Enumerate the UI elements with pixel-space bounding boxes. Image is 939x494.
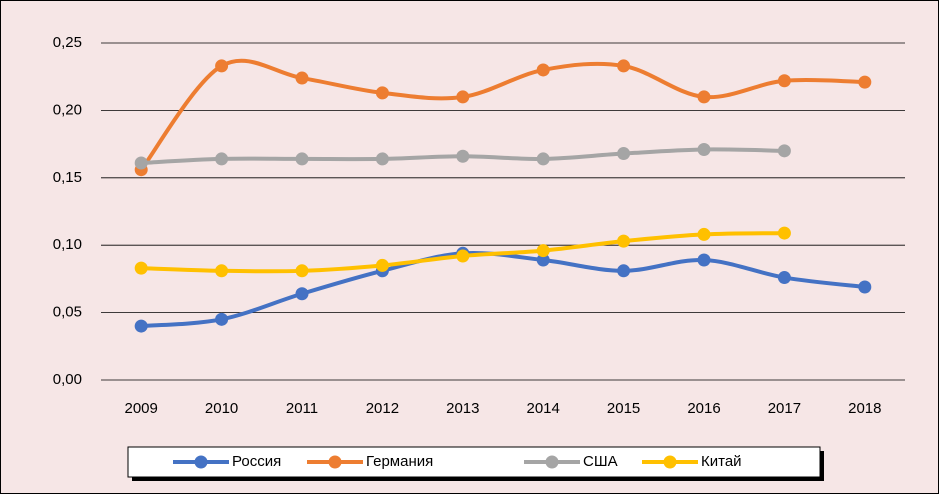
data-point bbox=[215, 59, 229, 73]
series-line bbox=[139, 58, 865, 171]
legend-marker bbox=[328, 455, 342, 469]
legend-label: США bbox=[583, 453, 618, 470]
data-point bbox=[134, 156, 148, 170]
data-point bbox=[536, 244, 550, 258]
x-tick-label: 2017 bbox=[768, 400, 801, 417]
legend-label: Германия bbox=[366, 453, 433, 470]
x-tick-label: 2011 bbox=[286, 400, 318, 417]
y-tick-label: 0,15 bbox=[53, 169, 82, 186]
x-tick-label: 2013 bbox=[446, 400, 479, 417]
data-point bbox=[536, 152, 550, 166]
data-point bbox=[456, 149, 470, 163]
data-point bbox=[777, 74, 791, 88]
data-point bbox=[215, 264, 229, 278]
data-point bbox=[536, 253, 550, 267]
data-point bbox=[295, 287, 309, 301]
data-point bbox=[536, 63, 550, 77]
data-point bbox=[697, 227, 711, 241]
x-tick-label: 2018 bbox=[848, 400, 881, 417]
data-point bbox=[375, 152, 389, 166]
legend-marker bbox=[194, 455, 208, 469]
data-point bbox=[295, 152, 309, 166]
legend-label: Россия bbox=[232, 453, 281, 470]
x-tick-label: 2014 bbox=[527, 400, 560, 417]
data-point bbox=[777, 226, 791, 240]
data-point bbox=[215, 312, 229, 326]
data-point bbox=[295, 71, 309, 85]
data-point bbox=[697, 253, 711, 267]
x-tick-label: 2010 bbox=[205, 400, 238, 417]
legend-box bbox=[127, 446, 821, 478]
y-tick-label: 0,20 bbox=[53, 101, 82, 118]
x-tick-label: 2009 bbox=[125, 400, 158, 417]
legend-label: Китай bbox=[701, 453, 742, 470]
data-point bbox=[617, 264, 631, 278]
data-point bbox=[697, 90, 711, 104]
legend-marker bbox=[663, 455, 677, 469]
data-point bbox=[617, 234, 631, 248]
data-point bbox=[295, 264, 309, 278]
x-tick-label: 2012 bbox=[366, 400, 399, 417]
data-point bbox=[858, 280, 872, 294]
data-point bbox=[858, 75, 872, 89]
data-point bbox=[617, 147, 631, 161]
data-point bbox=[134, 261, 148, 275]
x-tick-label: 2016 bbox=[687, 400, 720, 417]
x-tick-label: 2015 bbox=[607, 400, 640, 417]
data-point bbox=[617, 59, 631, 73]
y-tick-label: 0,05 bbox=[53, 304, 82, 321]
y-tick-label: 0,10 bbox=[53, 236, 82, 253]
data-point bbox=[134, 319, 148, 333]
data-point bbox=[777, 271, 791, 285]
data-point bbox=[697, 142, 711, 156]
data-point bbox=[777, 144, 791, 158]
legend-marker bbox=[545, 455, 559, 469]
series-line bbox=[141, 250, 866, 329]
y-tick-label: 0,25 bbox=[53, 34, 82, 51]
data-point bbox=[456, 90, 470, 104]
data-point bbox=[215, 152, 229, 166]
data-point bbox=[375, 258, 389, 272]
y-tick-label: 0,00 bbox=[53, 371, 82, 388]
data-point bbox=[456, 249, 470, 263]
data-point bbox=[375, 86, 389, 100]
